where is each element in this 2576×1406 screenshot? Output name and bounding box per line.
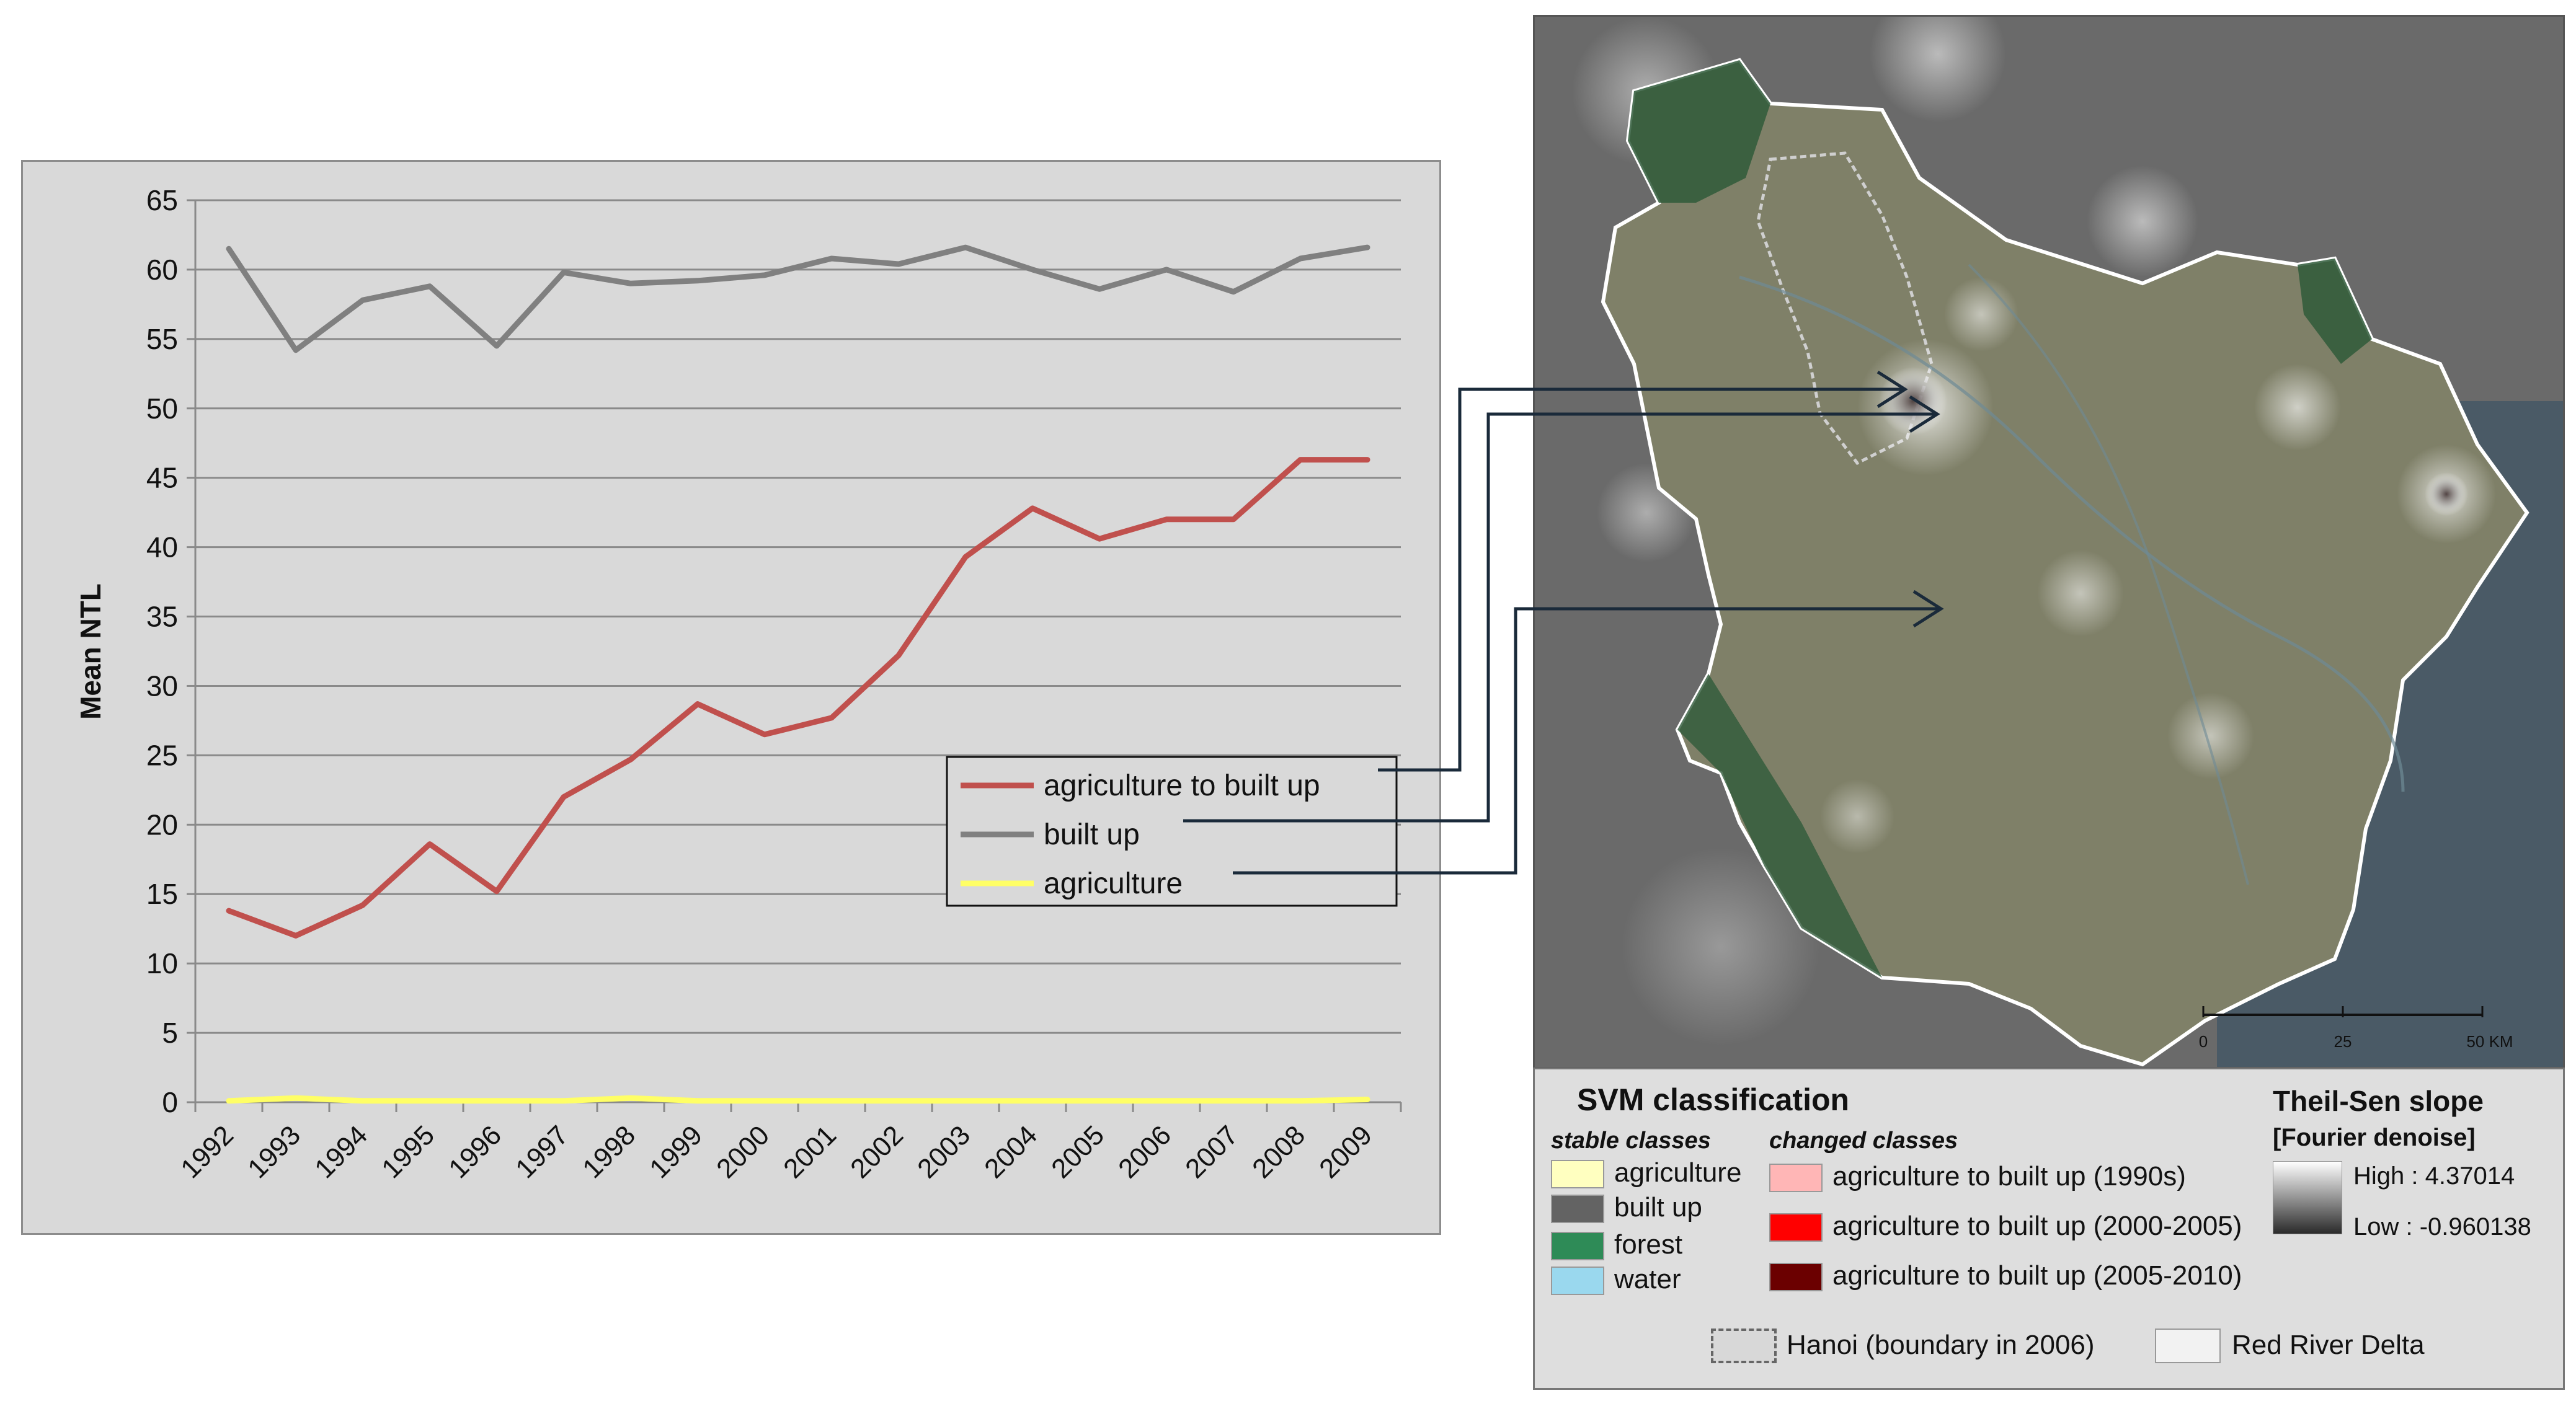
x-tick-label: 1993 xyxy=(242,1120,306,1184)
y-tick-label: 45 xyxy=(146,462,178,494)
red-river-delta-swatch xyxy=(2155,1329,2221,1363)
swatch-change-2000-2005 xyxy=(1769,1213,1823,1242)
x-tick-label: 1999 xyxy=(644,1120,708,1184)
y-tick-label: 35 xyxy=(146,601,178,633)
swatch-forest xyxy=(1551,1232,1604,1260)
red-river-delta-label: Red River Delta xyxy=(2232,1330,2425,1360)
legend-label-built-up: built up xyxy=(1614,1192,1702,1223)
legend-title: SVM classification xyxy=(1577,1082,1850,1117)
changed-classes-heading: changed classes xyxy=(1769,1128,1958,1154)
y-tick-label: 15 xyxy=(146,878,178,910)
y-tick-label: 65 xyxy=(146,184,178,216)
x-tick-label: 1997 xyxy=(510,1120,574,1184)
forest-area xyxy=(1628,60,1770,203)
scale-label-50: 50 KM xyxy=(2466,1032,2513,1051)
y-tick-label: 5 xyxy=(162,1017,178,1049)
x-tick-label: 2002 xyxy=(845,1120,909,1184)
y-tick-label: 30 xyxy=(146,670,178,702)
x-tick-label: 2008 xyxy=(1246,1120,1311,1184)
legend-entry-agriculture-to-built-up: agriculture to built up xyxy=(1044,769,1320,802)
swatch-built-up xyxy=(1551,1195,1604,1223)
slope-subtitle: [Fourier denoise] xyxy=(2273,1124,2476,1151)
y-tick-label: 55 xyxy=(146,323,178,355)
slope-gradient-ramp xyxy=(2273,1161,2342,1234)
x-tick-label: 2001 xyxy=(778,1120,842,1184)
swatch-agriculture xyxy=(1551,1160,1604,1188)
x-tick-label: 1992 xyxy=(175,1120,239,1184)
scale-label-0: 0 xyxy=(2199,1032,2208,1051)
y-tick-label: 10 xyxy=(146,947,178,979)
hanoi-boundary-label: Hanoi (boundary in 2006) xyxy=(1787,1330,2095,1360)
swatch-change-1990s xyxy=(1769,1164,1823,1192)
map-image: 0 25 50 KM xyxy=(1535,17,2563,1067)
slope-high-label: High : 4.37014 xyxy=(2353,1162,2515,1190)
legend-label-forest: forest xyxy=(1614,1229,1683,1260)
map-panel: 0 25 50 KM xyxy=(1533,15,2565,1069)
series-line-built-up xyxy=(226,244,1370,353)
y-tick-label: 50 xyxy=(146,392,178,425)
x-tick-label: 2004 xyxy=(979,1120,1043,1184)
x-tick-label: 2009 xyxy=(1313,1120,1378,1184)
series-line-agriculture xyxy=(226,1095,1370,1104)
slope-title: Theil-Sen slope xyxy=(2273,1085,2484,1117)
chart-panel: 0 5 10 15 20 25 30 35 40 45 50 55 60 65 1992 1993 1994 19… xyxy=(21,160,1441,1235)
legend-entry-agriculture: agriculture xyxy=(1044,867,1183,900)
y-tick-label: 0 xyxy=(162,1086,178,1118)
x-tick-label: 2000 xyxy=(711,1120,775,1184)
stable-classes-heading: stable classes xyxy=(1551,1128,1711,1154)
x-tick-label: 1994 xyxy=(309,1120,373,1184)
hanoi-boundary-swatch xyxy=(1711,1329,1777,1363)
x-tick-label: 2006 xyxy=(1113,1120,1177,1184)
y-tick-label: 40 xyxy=(146,531,178,564)
x-tick-label: 1996 xyxy=(443,1120,507,1184)
legend-label-change-1990s: agriculture to built up (1990s) xyxy=(1832,1161,2186,1192)
legend-label-change-2005-2010: agriculture to built up (2005-2010) xyxy=(1832,1260,2242,1291)
y-tick-label: 25 xyxy=(146,739,178,771)
legend-label-change-2000-2005: agriculture to built up (2000-2005) xyxy=(1832,1211,2242,1241)
x-tick-label: 1998 xyxy=(577,1120,641,1184)
y-tick-label: 20 xyxy=(146,808,178,841)
scale-bar xyxy=(2202,1006,2484,1017)
x-tick-label: 2003 xyxy=(912,1120,976,1184)
x-tick-label: 2005 xyxy=(1046,1120,1110,1184)
slope-low-label: Low : -0.960138 xyxy=(2353,1213,2531,1240)
x-tick-label: 1995 xyxy=(376,1120,440,1184)
swatch-water xyxy=(1551,1267,1604,1295)
river xyxy=(1739,275,2405,792)
legend-label-water: water xyxy=(1614,1264,1681,1294)
series-line-agriculture-to-built-up xyxy=(226,457,1370,939)
x-tick-label: 2007 xyxy=(1179,1120,1244,1184)
swatch-change-2005-2010 xyxy=(1769,1263,1823,1291)
y-axis-label: Mean NTL xyxy=(74,583,107,720)
scale-label-25: 25 xyxy=(2334,1032,2352,1051)
legend-entry-built-up: built up xyxy=(1044,818,1140,851)
map-legend: SVM classification stable classes change… xyxy=(1533,1068,2565,1390)
y-tick-label: 60 xyxy=(146,254,178,286)
legend-label-agriculture: agriculture xyxy=(1614,1157,1742,1188)
